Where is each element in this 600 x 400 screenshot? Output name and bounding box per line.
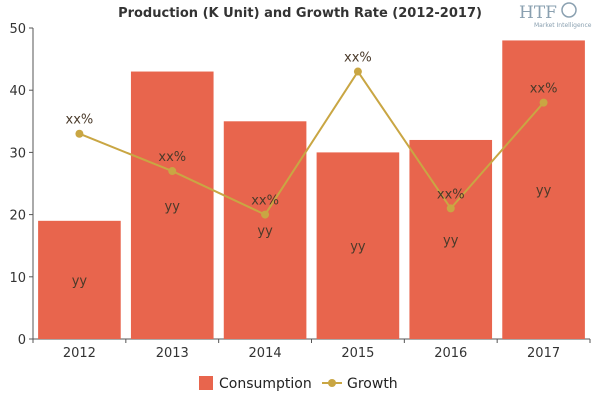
line-point [75,129,84,138]
logo-subtext: Market Intelligence [534,22,592,29]
line-data-label: xx% [251,194,279,209]
y-tick-label: 30 [9,146,26,161]
logo: HTF Market Intelligence [519,2,592,29]
line-data-label: xx% [66,113,94,128]
x-tick-label: 2012 [63,346,96,361]
bar-data-label: yy [165,199,181,214]
y-tick-label: 50 [9,22,26,37]
y-tick-label: 20 [9,209,26,224]
y-tick-label: 40 [9,84,26,99]
line-data-label: xx% [158,150,186,165]
line-point [168,167,177,176]
y-tick-label: 10 [9,271,26,286]
legend-item-consumption: Consumption [199,376,312,392]
x-tick-label: 2016 [434,346,467,361]
bar [130,71,214,339]
bar [409,139,493,339]
legend-label: Consumption [219,376,312,392]
plot-area: 0 10 20 30 40 50 2012 2013 2014 2015 2016 2017 yy yy y… [9,22,591,361]
x-tick-label: 2014 [249,346,282,361]
line-data-label: xx% [437,187,465,202]
logo-text: HTF [519,3,557,23]
y-tick-label: 0 [18,333,26,348]
bar [502,40,585,339]
bar [223,121,307,339]
x-tick-label: 2015 [341,346,374,361]
line-point [353,67,362,76]
legend-item-growth: Growth [322,376,398,392]
bar [316,152,400,339]
legend: Consumption Growth [199,376,398,392]
x-tick-label: 2013 [156,346,189,361]
legend-swatch-bar [199,376,213,390]
globe-icon [561,2,577,18]
bar-data-label: yy [350,240,366,255]
line-point [539,98,548,107]
line-data-label: xx% [530,82,558,97]
bar-data-label: yy [536,184,552,199]
x-tick-label: 2017 [527,346,560,361]
bar-data-label: yy [443,233,459,248]
line-data-label: xx% [344,51,372,66]
bar-data-label: yy [72,274,88,289]
line-point [261,210,270,219]
legend-swatch-marker [328,379,336,387]
bar [38,220,121,339]
legend-label: Growth [347,376,398,392]
growth-line [79,69,545,216]
chart-title: Production (K Unit) and Growth Rate (201… [118,6,482,21]
bar-data-label: yy [257,224,273,239]
line-point [446,204,455,213]
